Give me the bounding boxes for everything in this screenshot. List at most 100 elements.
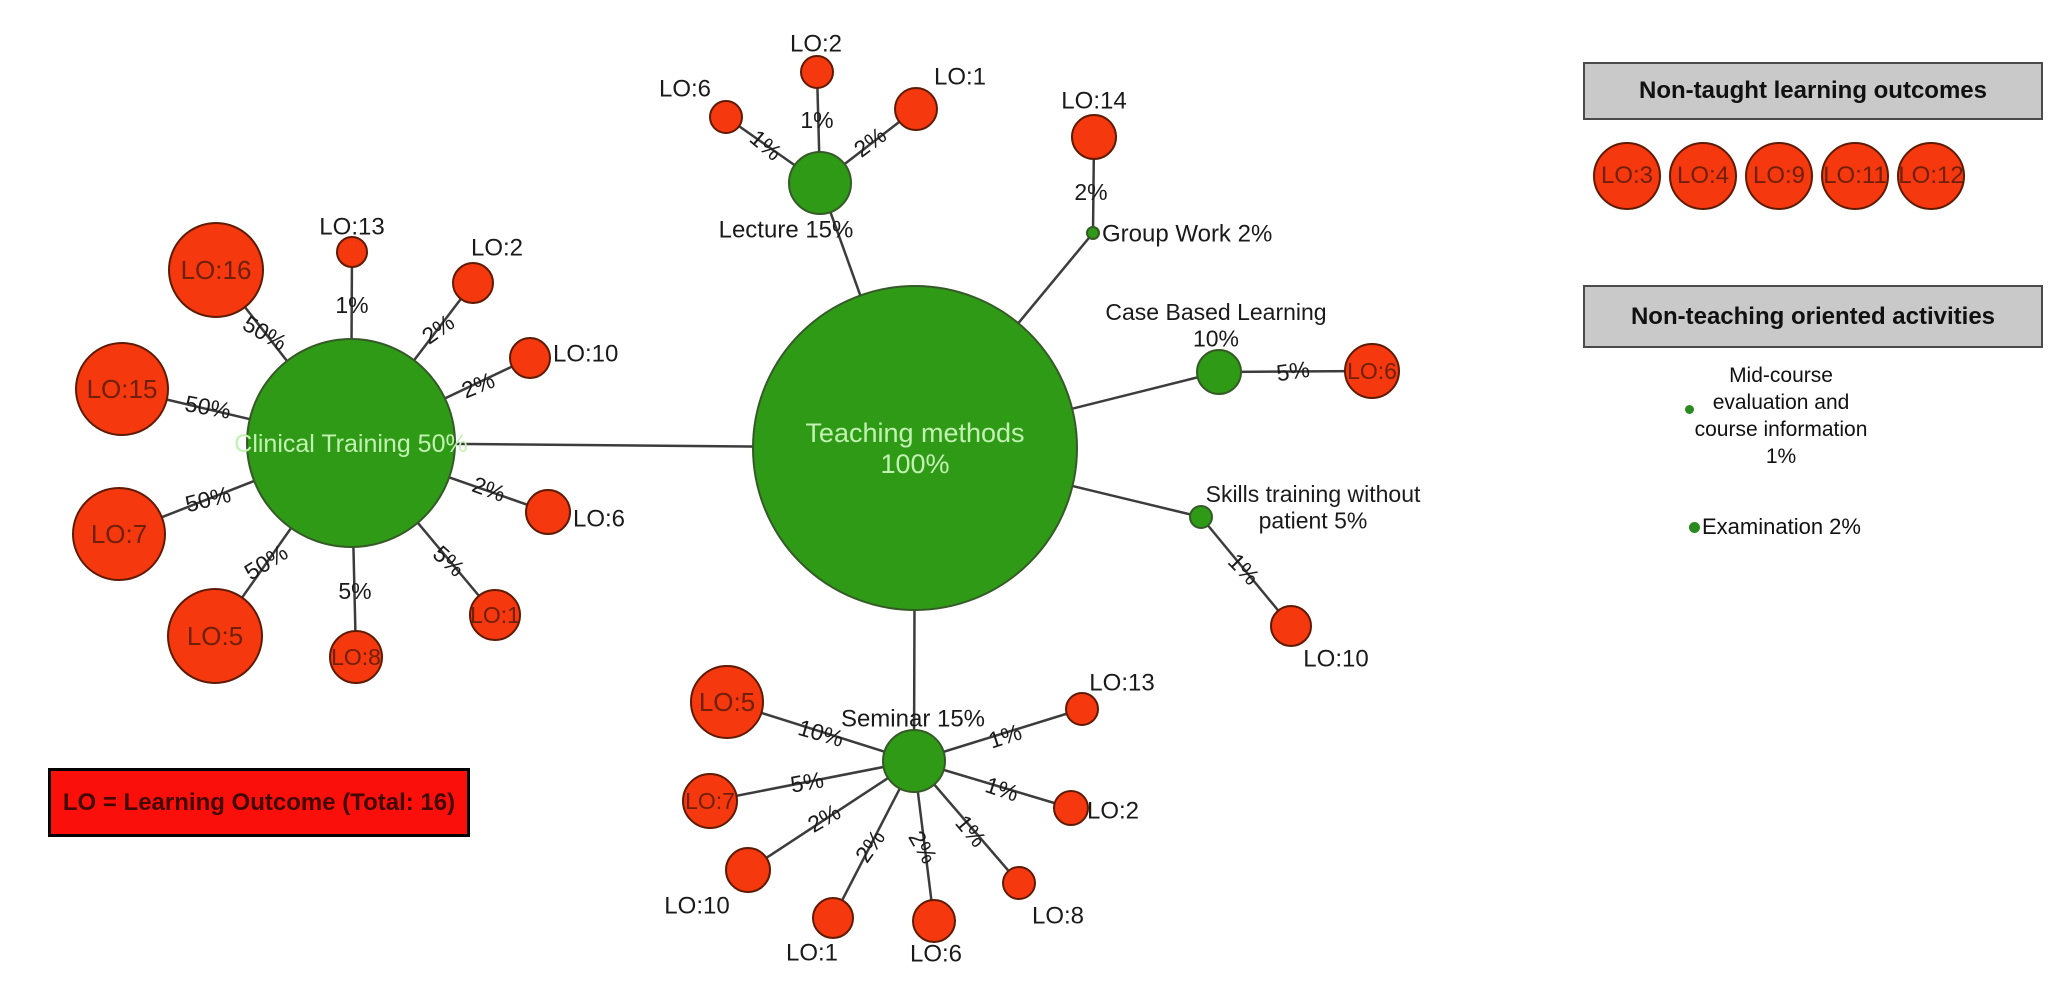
non-taught-header: Non-taught learning outcomes	[1583, 62, 2043, 120]
edge-label-clinical-c6: 2%	[469, 471, 509, 507]
node-label-l6: LO:6	[659, 75, 711, 102]
edge-label-clinical-c16: 50%	[239, 310, 292, 356]
node-label-line: LO:10	[553, 340, 618, 367]
node-label-line: 10%	[1193, 325, 1239, 351]
node-label-teaching: Teaching methods 100%	[805, 418, 1024, 479]
node-label-c7: LO:7	[91, 519, 147, 549]
node-label-lecture: Lecture 15%	[719, 216, 854, 243]
node-l2	[800, 55, 834, 89]
edge-label-clinical-c13: 1%	[335, 292, 368, 318]
node-label-m10: LO:10	[664, 892, 729, 919]
node-label-skills: Skills training without patient 5%	[1206, 481, 1421, 533]
node-label-s10: LO:10	[1303, 645, 1368, 672]
midcourse-dot-icon	[1685, 405, 1694, 414]
lo-legend-text: LO = Learning Outcome (Total: 16)	[62, 788, 456, 816]
node-label-line: Group Work 2%	[1102, 220, 1272, 247]
edge-seminar-m10	[747, 759, 915, 872]
non-taught-lo-9: LO:9	[1745, 142, 1813, 210]
node-groupwork	[1086, 226, 1100, 240]
node-label-line: 100%	[880, 449, 949, 479]
edge-skills-s10	[1200, 516, 1292, 627]
edge-label-seminar-m7: 5%	[788, 766, 825, 797]
lo-legend-box: LO = Learning Outcome (Total: 16)	[48, 768, 470, 837]
node-m5	[690, 665, 764, 739]
non-taught-lo-4: LO:4	[1669, 142, 1737, 210]
node-label-seminar: Seminar 15%	[841, 705, 985, 732]
node-label-line: LO:2	[1087, 797, 1139, 824]
edge-label-seminar-m5: 10%	[795, 714, 846, 752]
node-label-line: Seminar 15%	[841, 705, 985, 732]
edge-label-clinical-c8: 5%	[338, 578, 371, 604]
node-label-groupwork: Group Work 2%	[1102, 220, 1272, 247]
node-l6	[709, 100, 743, 134]
node-label-m1: LO:1	[786, 939, 838, 966]
node-label-m6: LO:6	[910, 940, 962, 967]
node-label-m7: LO:7	[685, 788, 735, 814]
node-c5	[167, 588, 263, 684]
node-label-line: LO:6	[1347, 358, 1397, 384]
node-label-line: LO:15	[87, 374, 158, 404]
node-label-c6: LO:6	[573, 505, 625, 532]
activity-examination: Examination 2%	[1689, 514, 1861, 540]
node-label-line: LO:1	[470, 602, 520, 628]
node-label-line: LO:10	[1303, 645, 1368, 672]
edge-label-seminar-m2: 1%	[982, 772, 1022, 807]
node-label-cbl: Case Based Learning 10%	[1105, 299, 1326, 351]
node-m2	[1053, 790, 1089, 826]
edge-label-lecture-l6: 1%	[745, 124, 787, 165]
edge-label-clinical-c5: 50%	[240, 539, 293, 585]
edge-label-seminar-m13: 1%	[985, 719, 1025, 754]
node-label-line: LO:5	[699, 687, 755, 717]
node-l1	[894, 87, 938, 131]
non-taught-lo-11: LO:11	[1821, 142, 1889, 210]
node-m13	[1065, 692, 1099, 726]
node-label-line: LO:6	[573, 505, 625, 532]
node-label-line: LO:8	[1032, 902, 1084, 929]
node-m7	[682, 773, 738, 829]
node-label-line: LO:6	[910, 940, 962, 967]
non-teaching-header: Non-teaching oriented activities	[1583, 285, 2043, 348]
node-lecture	[788, 151, 852, 215]
node-label-line: LO:2	[790, 30, 842, 57]
node-clinical	[246, 338, 456, 548]
edge-label-lecture-l2: 1%	[800, 107, 833, 133]
node-label-line: LO:16	[181, 255, 252, 285]
edge-label-clinical-c15: 50%	[183, 390, 233, 424]
node-label-c15: LO:15	[87, 374, 158, 404]
edge-label-groupwork-g14: 2%	[1074, 179, 1107, 205]
edge-label-clinical-c10: 2%	[458, 367, 499, 404]
node-label-c16: LO:16	[181, 255, 252, 285]
edge-seminar-m7	[709, 759, 915, 803]
node-label-line: LO:13	[1089, 669, 1154, 696]
edge-label-clinical-c1: 5%	[428, 540, 470, 582]
node-label-line: LO:8	[331, 644, 381, 670]
non-taught-title: Non-taught learning outcomes	[1639, 77, 1987, 104]
node-c15	[75, 342, 169, 436]
node-m8	[1002, 866, 1036, 900]
node-m1	[812, 897, 854, 939]
node-seminar	[882, 729, 946, 793]
node-label-line: Case Based Learning	[1105, 299, 1326, 325]
edge-label-seminar-m10: 2%	[803, 798, 845, 837]
node-label-c5: LO:5	[187, 621, 243, 651]
node-label-m5: LO:5	[699, 687, 755, 717]
node-label-c1: LO:1	[470, 602, 520, 628]
node-label-c8: LO:8	[331, 644, 381, 670]
non-taught-lo-12: LO:12	[1897, 142, 1965, 210]
node-label-line: patient 5%	[1259, 507, 1368, 533]
node-c2	[452, 262, 494, 304]
node-label-m8: LO:8	[1032, 902, 1084, 929]
node-m6	[912, 899, 956, 943]
node-label-line: LO:5	[187, 621, 243, 651]
examination-dot-icon	[1689, 521, 1700, 533]
node-label-c2: LO:2	[471, 234, 523, 261]
node-c10	[509, 337, 551, 379]
node-skills	[1189, 505, 1213, 529]
node-label-l2: LO:2	[790, 30, 842, 57]
node-label-l1: LO:1	[934, 63, 986, 90]
node-label-line: LO:1	[934, 63, 986, 90]
edge-label-cbl-b6: 5%	[1275, 356, 1312, 386]
edge-label-seminar-m1: 2%	[850, 825, 890, 867]
node-label-line: LO:13	[319, 213, 384, 240]
edge-label-skills-s10: 1%	[1223, 548, 1265, 590]
